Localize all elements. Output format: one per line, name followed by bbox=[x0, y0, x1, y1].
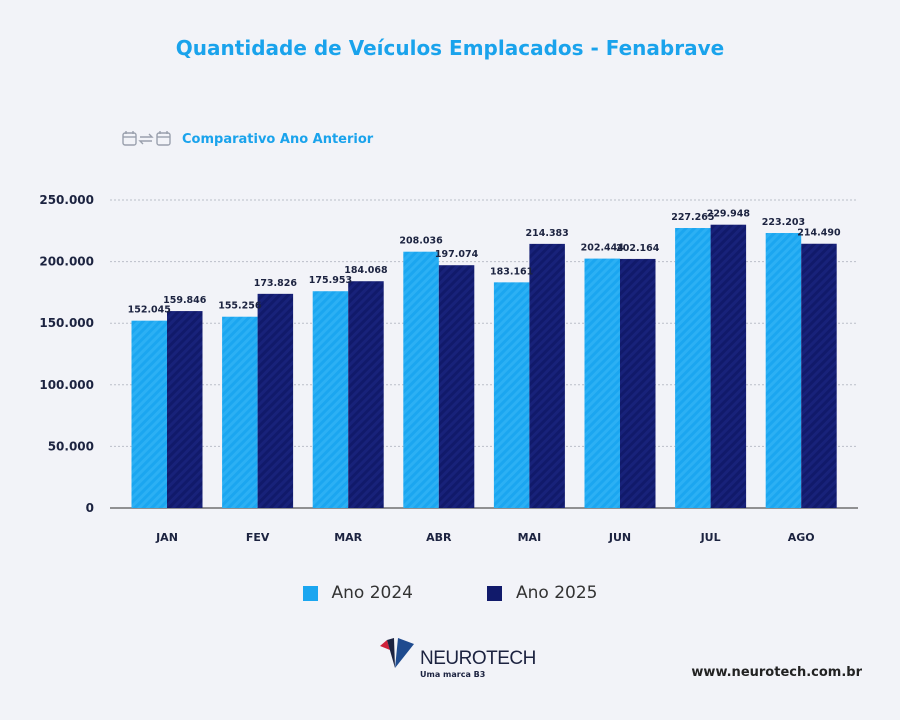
y-tick-label: 50.000 bbox=[48, 439, 94, 453]
bar-ano-2025 bbox=[348, 281, 384, 508]
calendar-swap-icon bbox=[122, 131, 171, 146]
legend-item-2024: Ano 2024 bbox=[302, 583, 413, 603]
data-label: 152.045 bbox=[128, 305, 171, 316]
chart-subtitle: Comparativo Ano Anterior bbox=[122, 130, 373, 148]
data-label: 229.948 bbox=[707, 209, 751, 220]
x-tick-label: JAN bbox=[155, 531, 178, 544]
bar-ano-2025 bbox=[167, 311, 203, 508]
bar-ano-2024 bbox=[403, 251, 439, 508]
website-link[interactable]: www.neurotech.com.br bbox=[691, 665, 862, 680]
data-label: 155.256 bbox=[218, 301, 262, 312]
x-tick-label: ABR bbox=[426, 531, 452, 544]
y-tick-label: 250.000 bbox=[39, 193, 94, 207]
legend-label: Ano 2024 bbox=[331, 583, 413, 603]
bar-ano-2024 bbox=[675, 228, 711, 508]
data-label: 202.164 bbox=[616, 243, 660, 254]
data-label: 214.383 bbox=[526, 228, 569, 239]
bar-ano-2025 bbox=[438, 265, 475, 508]
brand-name: NEUROTECH bbox=[420, 648, 536, 669]
neurotech-logo-icon bbox=[380, 638, 414, 668]
bar-ano-2024 bbox=[222, 316, 258, 508]
legend: Ano 2024 Ano 2025 bbox=[0, 583, 900, 603]
data-label: 202.444 bbox=[581, 243, 625, 254]
bar-ano-2025 bbox=[529, 243, 565, 509]
neurotech-logo: NEUROTECH Uma marca B3 bbox=[378, 636, 536, 680]
y-tick-label: 200.000 bbox=[39, 255, 94, 269]
data-label: 197.074 bbox=[435, 249, 479, 260]
x-tick-label: MAI bbox=[518, 531, 542, 544]
bar-ano-2024 bbox=[131, 320, 167, 508]
x-tick-label: JUL bbox=[700, 531, 721, 544]
bar-ano-2024 bbox=[584, 258, 620, 508]
data-label: 173.826 bbox=[254, 278, 298, 289]
data-label: 184.068 bbox=[344, 265, 388, 276]
data-label: 175.953 bbox=[309, 275, 352, 286]
bar-ano-2025 bbox=[257, 293, 294, 508]
subtitle-text: Comparativo Ano Anterior bbox=[182, 131, 374, 147]
data-label: 227.265 bbox=[671, 212, 714, 223]
legend-item-2025: Ano 2025 bbox=[487, 583, 597, 603]
y-tick-label: 150.000 bbox=[39, 316, 94, 330]
y-tick-label: 0 bbox=[86, 501, 94, 515]
bar-ano-2024 bbox=[765, 233, 802, 508]
x-tick-label: AGO bbox=[788, 531, 815, 544]
data-label: 183.161 bbox=[490, 266, 533, 277]
bar-chart: 0 50.000 100.000 150.000 200.000 250.000 JAN 15… bbox=[39, 193, 858, 544]
x-tick-label: MAR bbox=[334, 531, 362, 544]
bar-ano-2025 bbox=[620, 258, 656, 508]
legend-swatch bbox=[302, 585, 318, 601]
bar-ano-2025 bbox=[801, 243, 837, 508]
bar-ano-2024 bbox=[493, 282, 530, 508]
data-label: 208.036 bbox=[399, 236, 443, 247]
legend-label: Ano 2025 bbox=[516, 583, 598, 603]
legend-swatch bbox=[487, 585, 502, 601]
data-label: 214.490 bbox=[797, 228, 841, 239]
x-tick-label: JUN bbox=[608, 531, 631, 544]
data-label: 223.203 bbox=[762, 217, 805, 228]
bar-ano-2025 bbox=[710, 224, 747, 508]
bar-ano-2024 bbox=[312, 291, 349, 508]
x-tick-label: FEV bbox=[246, 531, 270, 544]
data-label: 159.846 bbox=[163, 295, 207, 306]
y-tick-label: 100.000 bbox=[39, 378, 94, 392]
chart-title: Quantidade de Veículos Emplacados - Fena… bbox=[175, 36, 725, 60]
brand-tagline: Uma marca B3 bbox=[420, 670, 486, 679]
